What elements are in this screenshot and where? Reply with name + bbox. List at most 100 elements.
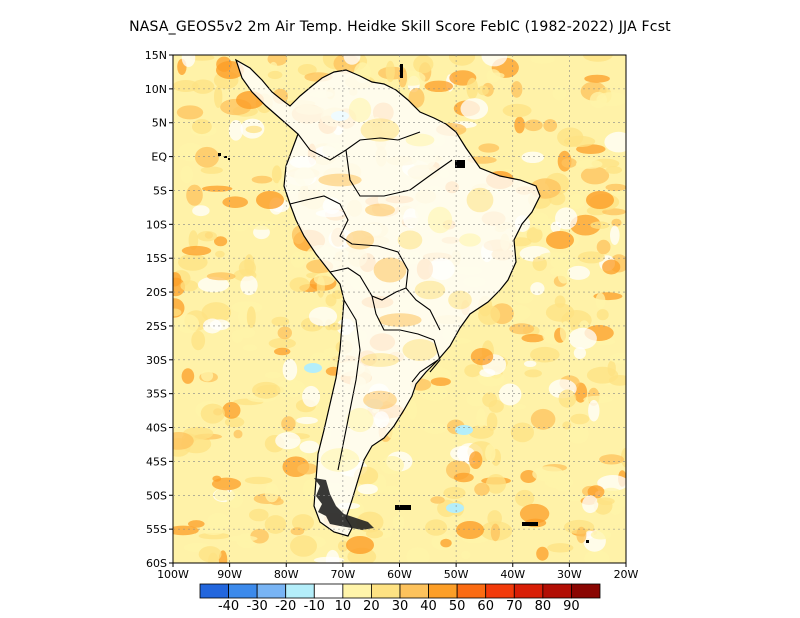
skill-blotch: [297, 463, 318, 475]
lat-label: 30S: [146, 354, 167, 367]
skill-blotch: [524, 119, 543, 132]
skill-blotch: [510, 422, 534, 443]
land-skill-blotch: [363, 390, 397, 410]
skill-blotch: [519, 503, 550, 524]
lat-label: 15S: [146, 252, 167, 265]
skill-blotch: [524, 360, 537, 367]
skill-blotch: [207, 512, 230, 530]
skill-blotch: [530, 55, 555, 64]
colorbar-label: 80: [535, 599, 552, 614]
skill-blotch: [532, 466, 565, 482]
skill-blotch: [564, 519, 595, 535]
skill-blotch: [450, 446, 475, 462]
skill-blotch: [290, 251, 306, 268]
skill-blotch: [582, 55, 613, 62]
skill-blotch: [481, 55, 508, 67]
skill-blotch: [562, 421, 572, 430]
skill-blotch: [407, 400, 417, 420]
skill-blotch: [176, 314, 200, 334]
skill-blotch: [583, 395, 613, 404]
skill-blotch-high: [546, 231, 574, 249]
skill-blotch: [299, 440, 320, 454]
skill-blotch: [406, 547, 430, 563]
colorbar-label: -30: [247, 599, 268, 614]
colorbar-swatch: [399, 583, 429, 599]
skill-blotch-high: [216, 61, 244, 79]
colorbar-swatch: [199, 583, 229, 599]
tierra-del-fuego: [314, 478, 374, 530]
skill-blotch: [282, 358, 298, 381]
land-skill-blotch: [402, 339, 438, 361]
skill-blotch: [425, 519, 448, 536]
longitude-labels: 100W 90W 80W 70W 60W 50W 40W 30W 20W: [157, 563, 639, 581]
lat-label: 5N: [152, 117, 167, 130]
land-skill-blotch: [414, 280, 446, 300]
skill-blotch: [264, 515, 287, 534]
skill-blotch: [478, 305, 501, 326]
skill-blotch: [227, 535, 258, 542]
land-skill-blotch: [348, 97, 372, 123]
colorbar-labels: -40 -30 -20 -10 10 20 30 40 50 60 70 80 90: [218, 599, 580, 614]
colorbar-label: 40: [420, 599, 437, 614]
colorbar-swatch: [513, 583, 544, 599]
skill-blotch: [609, 352, 626, 364]
skill-blotch: [195, 146, 219, 168]
skill-blotch: [566, 424, 589, 444]
latitude-labels: 15N 10N 5N EQ 5S 10S 15S 20S 25S 30S 35S 40S 45S 50S 5…: [145, 49, 173, 570]
skill-blotch: [191, 79, 215, 94]
skill-blotch: [268, 337, 296, 349]
land-skill-blotch: [448, 290, 472, 310]
skill-blotch: [486, 474, 506, 494]
colorbar-label: -40: [218, 599, 239, 614]
colorbar-label: -10: [304, 599, 325, 614]
skill-blotch: [561, 158, 577, 168]
skill-blotch: [188, 520, 205, 528]
skill-blotch: [552, 86, 567, 101]
skill-blotch: [200, 403, 225, 424]
lon-label: 30W: [557, 568, 582, 581]
skill-blotch: [214, 236, 228, 247]
skill-blotch: [192, 205, 210, 217]
skill-blotch: [554, 295, 566, 308]
skill-blotch: [275, 432, 301, 450]
colorbar-swatch: [313, 583, 344, 599]
skill-blotch: [180, 280, 198, 292]
skill-blotch: [570, 413, 590, 425]
skill-blotch: [392, 514, 405, 531]
skill-blotch-high: [456, 521, 484, 539]
skill-blotch: [485, 444, 496, 463]
land-skill-blotches: [318, 97, 494, 472]
skill-blotch: [173, 432, 194, 450]
skill-blotch-negative: [455, 425, 473, 435]
lat-label: 50S: [146, 489, 167, 502]
colorbar-label: 20: [363, 599, 380, 614]
colorbar-swatch: [256, 583, 287, 599]
skill-blotch: [214, 86, 223, 108]
skill-blotch-high: [586, 191, 614, 209]
skill-blotch: [596, 497, 615, 506]
skill-blotch: [466, 393, 489, 407]
skill-blotch-negative: [446, 503, 464, 513]
skill-blotch: [530, 346, 560, 363]
skill-blotch: [595, 292, 606, 310]
skill-blotch: [526, 227, 543, 243]
colorbar-swatch: [542, 583, 572, 599]
lat-label: 45S: [146, 455, 167, 468]
skill-blotch: [611, 218, 622, 227]
lat-label: 35S: [146, 388, 167, 401]
lat-label: 60S: [146, 557, 167, 570]
gridlines: [173, 55, 626, 563]
skill-blotch: [228, 120, 243, 141]
skill-blotch: [514, 116, 525, 134]
skill-blotch: [470, 348, 494, 366]
skill-blotch: [271, 316, 290, 327]
lon-label: 50W: [444, 568, 469, 581]
skill-blotch: [610, 225, 620, 245]
skill-blotch: [568, 193, 585, 209]
land-skill-blotch: [459, 233, 481, 247]
skill-blotch-negative: [304, 363, 322, 373]
skill-blotch: [201, 302, 232, 323]
land-skill-blotch: [378, 313, 422, 327]
skill-blotch: [276, 379, 306, 398]
